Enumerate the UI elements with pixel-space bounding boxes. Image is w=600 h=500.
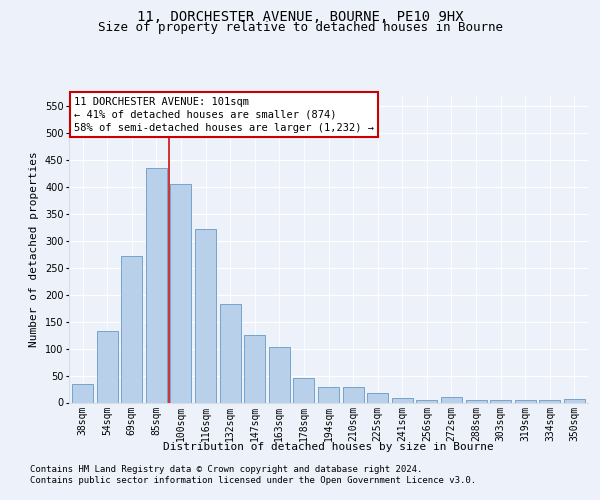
Bar bbox=[146, 168, 167, 402]
Bar bbox=[367, 394, 388, 402]
Bar bbox=[441, 397, 462, 402]
Bar bbox=[195, 229, 216, 402]
Bar bbox=[392, 398, 413, 402]
Text: Contains public sector information licensed under the Open Government Licence v3: Contains public sector information licen… bbox=[30, 476, 476, 485]
Bar bbox=[416, 400, 437, 402]
Bar bbox=[343, 387, 364, 402]
Bar bbox=[244, 335, 265, 402]
Bar bbox=[170, 184, 191, 402]
Bar bbox=[220, 304, 241, 402]
Bar bbox=[515, 400, 536, 402]
Bar bbox=[97, 332, 118, 402]
Text: Distribution of detached houses by size in Bourne: Distribution of detached houses by size … bbox=[163, 442, 494, 452]
Bar bbox=[269, 347, 290, 403]
Bar bbox=[490, 400, 511, 402]
Bar bbox=[466, 400, 487, 402]
Text: Size of property relative to detached houses in Bourne: Size of property relative to detached ho… bbox=[97, 21, 503, 34]
Y-axis label: Number of detached properties: Number of detached properties bbox=[29, 151, 39, 346]
Text: 11 DORCHESTER AVENUE: 101sqm
← 41% of detached houses are smaller (874)
58% of s: 11 DORCHESTER AVENUE: 101sqm ← 41% of de… bbox=[74, 96, 374, 133]
Bar bbox=[293, 378, 314, 402]
Bar bbox=[318, 387, 339, 402]
Bar bbox=[72, 384, 93, 402]
Bar bbox=[121, 256, 142, 402]
Text: 11, DORCHESTER AVENUE, BOURNE, PE10 9HX: 11, DORCHESTER AVENUE, BOURNE, PE10 9HX bbox=[137, 10, 463, 24]
Bar bbox=[564, 400, 585, 402]
Bar bbox=[539, 400, 560, 402]
Text: Contains HM Land Registry data © Crown copyright and database right 2024.: Contains HM Land Registry data © Crown c… bbox=[30, 465, 422, 474]
